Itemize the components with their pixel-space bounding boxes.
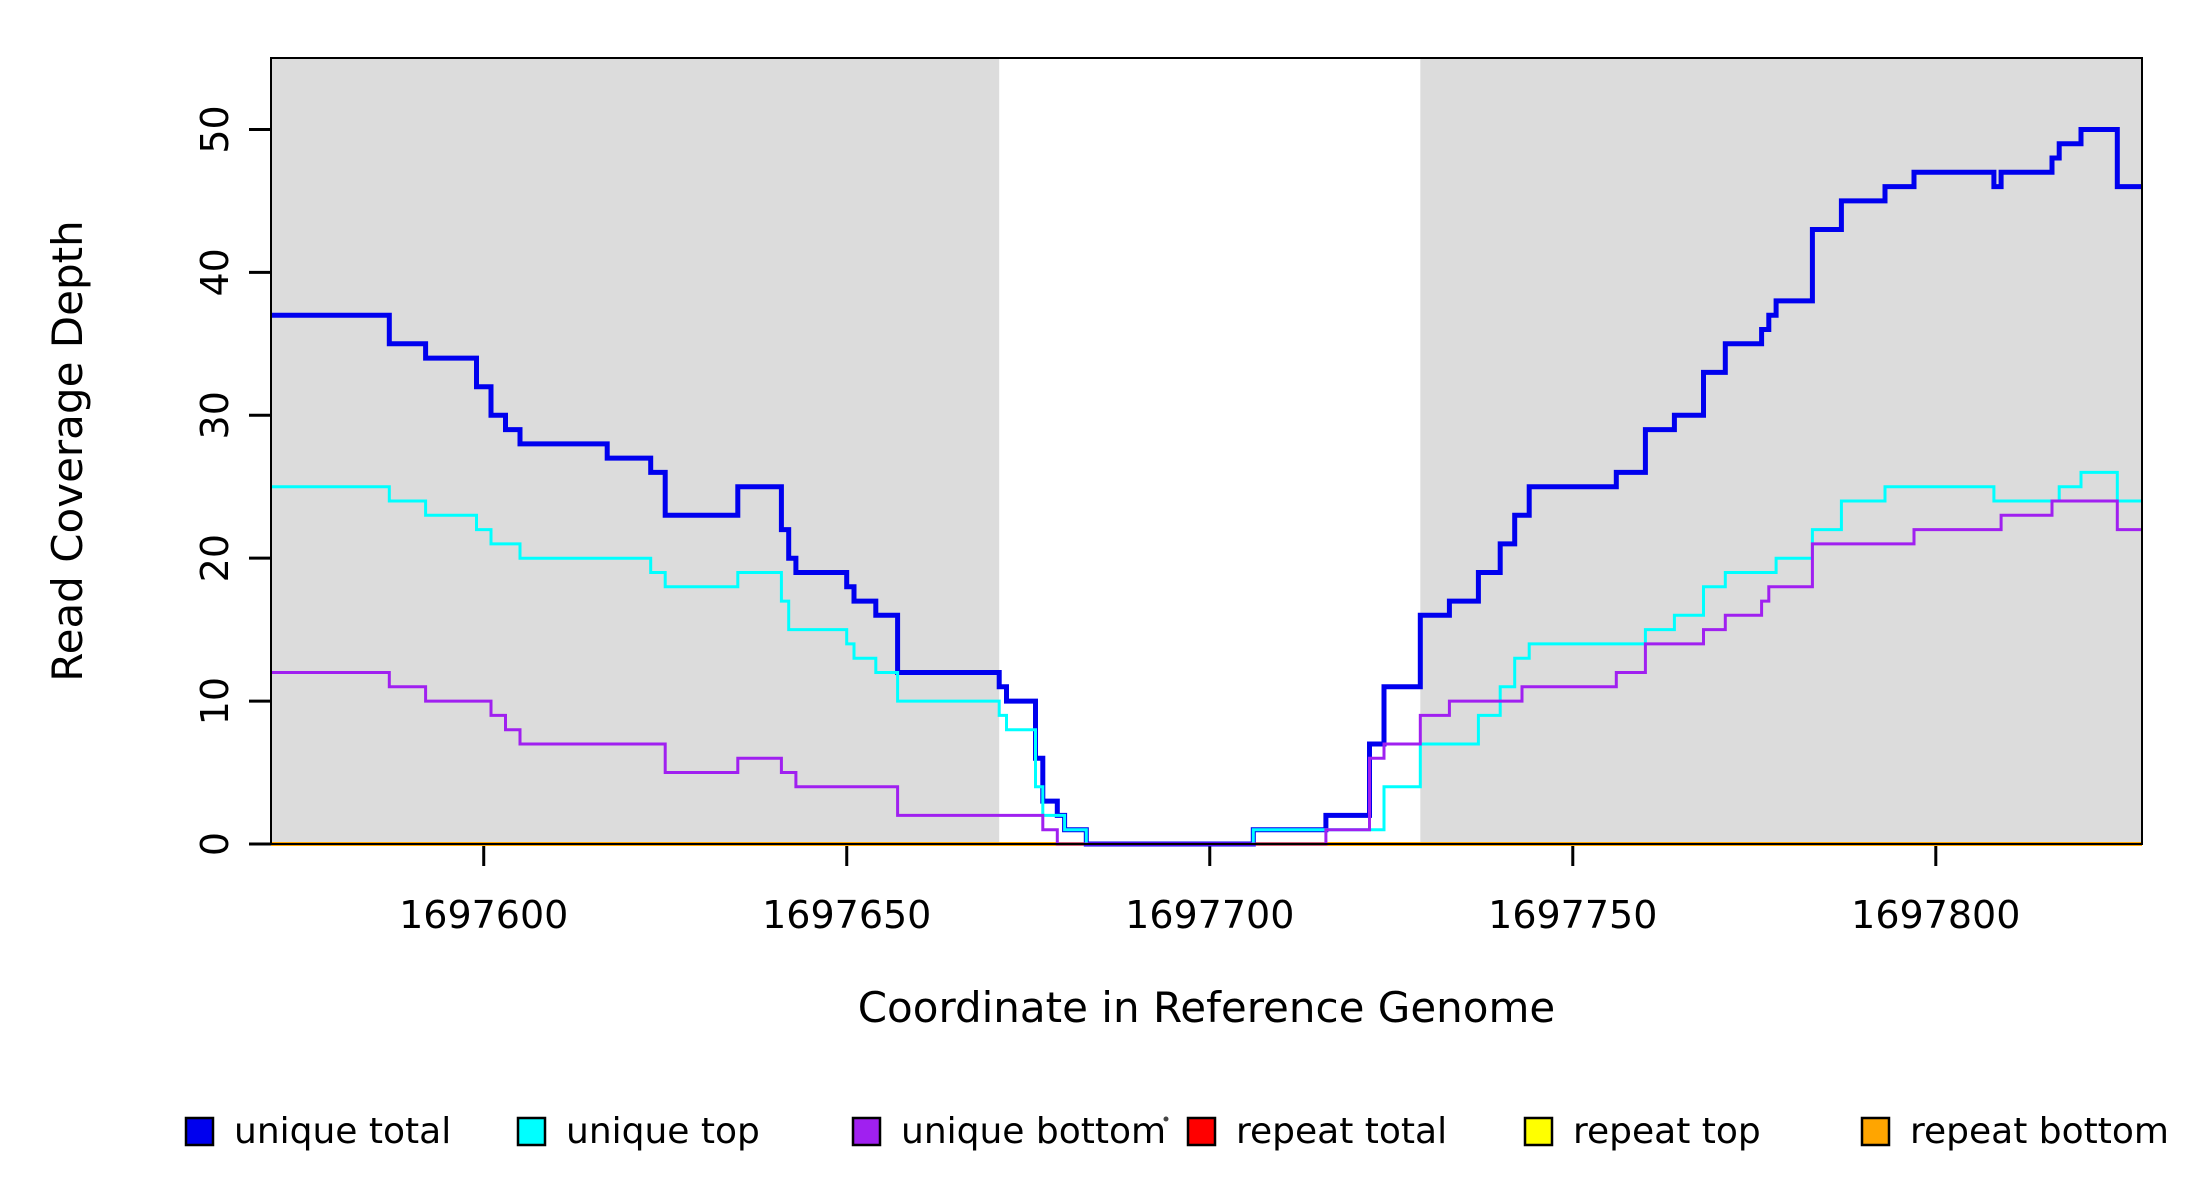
series-unique-total	[271, 127, 2142, 847]
legend-swatch-unique-top	[516, 1116, 547, 1147]
plot-border	[270, 57, 2143, 845]
legend-swatch-repeat-bottom	[1860, 1116, 1891, 1147]
legend-label-repeat-top: repeat top	[1573, 1111, 1761, 1152]
legend-swatch-repeat-total	[1186, 1116, 1217, 1147]
x-tick-label: 1697650	[762, 893, 931, 937]
y-tick-label: 30	[193, 391, 237, 439]
left-unique-region-band	[271, 58, 1000, 844]
legend-swatch-unique-bottom	[851, 1116, 882, 1147]
legend-label-unique-top: unique top	[566, 1111, 760, 1152]
y-axis-title: Read Coverage Depth	[43, 220, 92, 681]
series-unique-top	[271, 470, 2142, 846]
y-tick-label: 20	[193, 534, 237, 582]
right-unique-region-band	[1420, 58, 2142, 844]
x-tick-label: 1697800	[1851, 893, 2020, 937]
y-tick-label: 10	[193, 677, 237, 725]
legend-label-repeat-total: repeat total	[1236, 1111, 1447, 1152]
y-tick-label: 50	[193, 105, 237, 153]
y-tick-label: 40	[193, 248, 237, 296]
x-tick-label: 1697750	[1488, 893, 1657, 937]
legend-swatch-repeat-top	[1523, 1116, 1554, 1147]
y-tick-label: 0	[193, 832, 237, 856]
series-unique-bottom	[271, 499, 2142, 846]
x-axis-title: Coordinate in Reference Genome	[858, 983, 1556, 1032]
legend-dot-artifact	[1163, 1116, 1169, 1122]
x-tick-label: 1697700	[1125, 893, 1294, 937]
legend-swatch-unique-total	[184, 1116, 215, 1147]
x-tick-label: 1697600	[399, 893, 568, 937]
legend-label-unique-total: unique total	[234, 1111, 451, 1152]
legend-label-unique-bottom: unique bottom	[901, 1111, 1166, 1152]
legend-label-repeat-bottom: repeat bottom	[1910, 1111, 2169, 1152]
